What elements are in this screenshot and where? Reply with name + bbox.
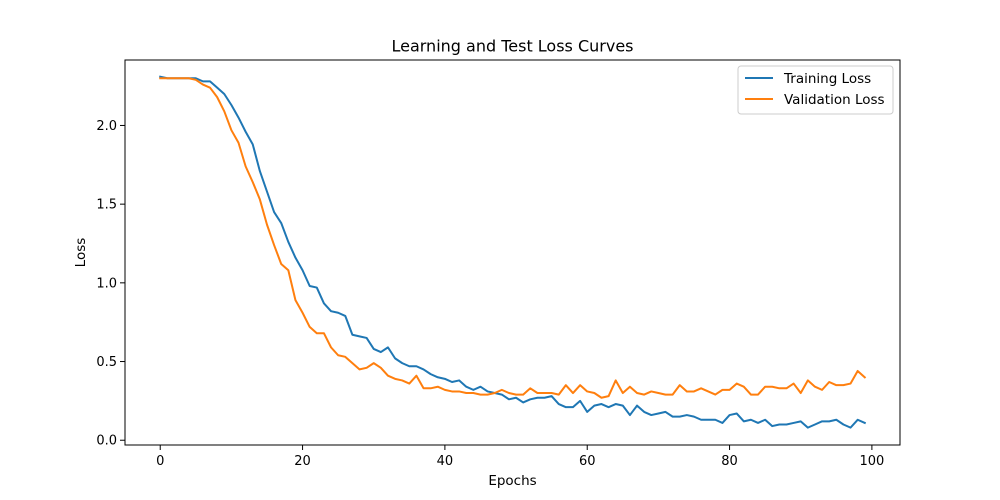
series-line-training-loss bbox=[159, 75, 867, 429]
x-tick-label: 40 bbox=[437, 454, 454, 469]
series-layer bbox=[159, 75, 867, 429]
legend-box bbox=[737, 65, 894, 115]
legend: Training Loss Validation Loss bbox=[737, 65, 894, 115]
x-tick-label: 100 bbox=[859, 454, 884, 469]
x-axis-label: Epochs bbox=[488, 473, 536, 489]
y-axis: 0.0 0.5 1.0 1.5 2.0 bbox=[96, 119, 125, 449]
y-tick-label: 1.5 bbox=[96, 198, 117, 213]
y-tick-label: 0.5 bbox=[96, 355, 117, 370]
x-tick-label: 20 bbox=[294, 454, 311, 469]
y-tick-label: 0.0 bbox=[96, 434, 117, 449]
legend-label-validation-loss: Validation Loss bbox=[784, 92, 885, 108]
x-tick-label: 60 bbox=[579, 454, 596, 469]
legend-label-training-loss: Training Loss bbox=[783, 71, 871, 87]
y-tick-label: 2.0 bbox=[96, 119, 117, 134]
y-tick-label: 1.0 bbox=[96, 276, 117, 291]
x-axis: 0 20 40 60 80 100 bbox=[156, 445, 884, 469]
plot-frame bbox=[124, 59, 901, 446]
series-line-validation-loss bbox=[159, 77, 867, 399]
x-tick-label: 80 bbox=[721, 454, 738, 469]
plot-area bbox=[124, 59, 901, 446]
y-axis-label: Loss bbox=[73, 238, 89, 268]
chart-title: Learning and Test Loss Curves bbox=[391, 37, 633, 56]
x-tick-label: 0 bbox=[156, 454, 164, 469]
